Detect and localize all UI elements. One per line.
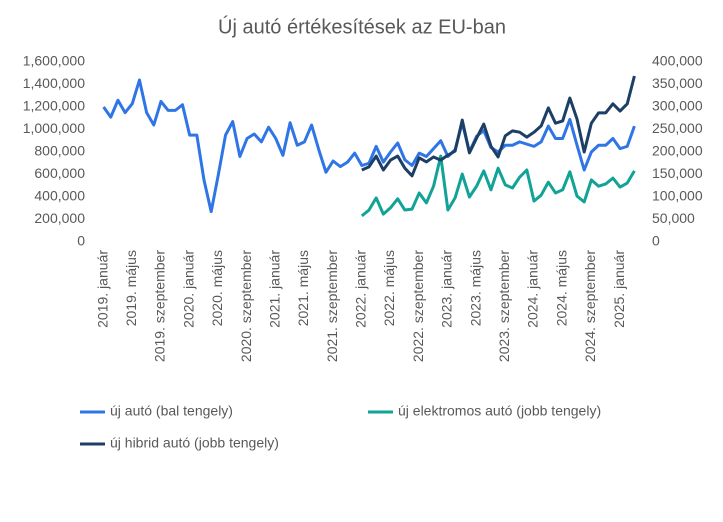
chart-title: Új autó értékesítések az EU-ban [218,15,506,38]
legend-label: új hibrid autó (jobb tengely) [110,435,279,451]
x-tick-label: 2023. május [467,250,483,326]
y-tick-label: 200,000 [34,210,85,226]
legend-label: új autó (bal tengely) [110,403,233,419]
x-tick-label: 2023. szeptember [496,250,512,362]
x-tick-label: 2021. május [295,250,311,326]
y2-tick-label: 300,000 [652,98,703,114]
y2-tick-label: 50,000 [652,210,695,226]
y-tick-label: 800,000 [34,143,85,159]
y-tick-label: 400,000 [34,188,85,204]
x-tick-label: 2020. január [180,250,196,328]
x-tick-label: 2019. január [94,250,110,328]
y-tick-label: 600,000 [34,165,85,181]
x-tick-label: 2025. január [611,250,627,328]
series-line [360,154,636,218]
legend-label: új elektromos autó (jobb tengely) [398,403,601,419]
y2-tick-label: 400,000 [652,53,703,69]
x-tick-label: 2019. május [123,250,139,326]
y2-tick-label: 150,000 [652,165,703,181]
y2-tick-label: 250,000 [652,120,703,136]
y-tick-label: 1,600,000 [23,53,85,69]
series-line [361,75,636,178]
y-tick-label: 1,400,000 [23,75,85,91]
x-tick-label: 2019. szeptember [152,250,168,362]
y2-tick-label: 200,000 [652,143,703,159]
y-tick-label: 1,000,000 [23,120,85,136]
y-tick-label: 0 [77,233,85,249]
y2-tick-label: 0 [652,233,660,249]
x-tick-label: 2022. május [381,250,397,326]
x-tick-label: 2022. január [353,250,369,328]
x-tick-label: 2024. szeptember [582,250,598,362]
x-tick-label: 2024. május [553,250,569,326]
series-line [102,78,636,214]
y-tick-label: 1,200,000 [23,98,85,114]
x-tick-label: 2021. szeptember [324,250,340,362]
y2-tick-label: 100,000 [652,188,703,204]
x-tick-label: 2023. január [439,250,455,328]
x-tick-label: 2022. szeptember [410,250,426,362]
x-tick-label: 2020. szeptember [238,250,254,362]
x-tick-label: 2024. január [525,250,541,328]
x-tick-label: 2021. január [266,250,282,328]
x-tick-label: 2020. május [209,250,225,326]
y2-tick-label: 350,000 [652,75,703,91]
